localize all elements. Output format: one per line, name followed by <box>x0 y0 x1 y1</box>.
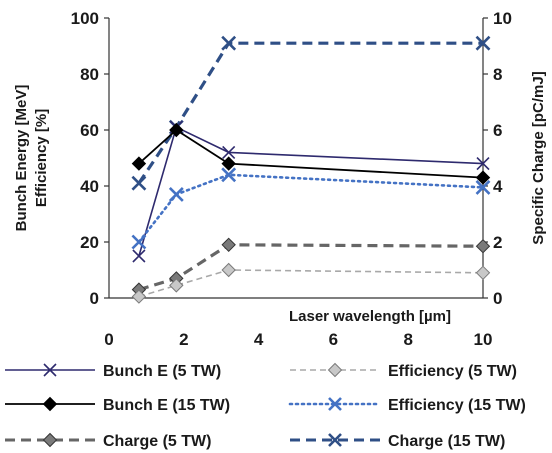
legend-label: Efficiency (15 TW) <box>388 397 526 414</box>
series-4 <box>131 167 491 250</box>
series-6 <box>131 35 491 191</box>
legend-marker <box>42 396 58 412</box>
y-tick-label: 100 <box>71 9 99 28</box>
series-5 <box>131 237 491 297</box>
series-3 <box>131 122 491 185</box>
y2-tick-label: 0 <box>493 289 502 308</box>
data-point <box>221 262 236 278</box>
legend-label: Bunch E (5 TW) <box>103 363 221 380</box>
y2-tick-label: 4 <box>493 177 503 196</box>
legend-item: Charge (15 TW) <box>290 433 505 450</box>
data-point <box>221 167 237 183</box>
data-point <box>221 237 236 253</box>
legend-marker <box>42 432 58 448</box>
y2-tick-label: 2 <box>493 233 502 252</box>
y2-axis-label: Specific Charge [pC/mJ] <box>530 71 547 244</box>
y2-tick-label: 10 <box>493 9 512 28</box>
y-axis-label-line2: Efficiency [%] <box>33 109 50 207</box>
x-axis-label: Laser wavelength [µm] <box>289 308 451 325</box>
x-tick-label: 2 <box>179 330 188 349</box>
data-point <box>131 156 147 171</box>
data-point <box>131 289 147 304</box>
legend-item: Efficiency (5 TW) <box>290 362 517 380</box>
series-2 <box>131 262 491 304</box>
series-line <box>138 269 484 298</box>
legend-marker <box>328 397 342 411</box>
x-tick-label: 8 <box>403 330 412 349</box>
y-axis-label-line1: Bunch Energy [MeV] <box>13 85 30 232</box>
legend-item: Bunch E (5 TW) <box>5 363 221 380</box>
legend-label: Charge (15 TW) <box>388 433 505 450</box>
data-point <box>221 156 236 171</box>
series-line <box>138 243 484 292</box>
legend-label: Charge (5 TW) <box>103 433 211 450</box>
data-point <box>168 186 184 202</box>
series-line <box>137 173 485 244</box>
y-tick-label: 20 <box>80 233 99 252</box>
legend-marker <box>327 362 343 378</box>
legend-item: Bunch E (15 TW) <box>5 396 230 414</box>
data-point <box>475 35 491 51</box>
data-point <box>169 122 184 138</box>
legend-item: Charge (5 TW) <box>5 432 211 450</box>
data-point <box>475 265 491 281</box>
y-tick-label: 0 <box>90 289 99 308</box>
y-tick-label: 60 <box>80 121 99 140</box>
legend-label: Efficiency (5 TW) <box>388 363 517 380</box>
data-point <box>221 35 237 51</box>
series-1 <box>132 120 490 263</box>
data-point <box>475 170 491 185</box>
x-tick-label: 0 <box>104 330 113 349</box>
y-tick-label: 40 <box>80 177 99 196</box>
series-layer <box>131 35 491 304</box>
y2-tick-label: 8 <box>493 65 502 84</box>
series-line <box>138 126 484 257</box>
legend-item: Efficiency (15 TW) <box>288 397 526 414</box>
legend-marker <box>328 433 342 447</box>
series-line <box>137 41 483 185</box>
data-point <box>131 234 147 250</box>
data-point <box>476 157 490 171</box>
axis-labels: Laser wavelength [µm] Bunch Energy [MeV]… <box>13 71 547 325</box>
x-tick-label: 4 <box>254 330 264 349</box>
legend-marker <box>43 363 57 377</box>
data-point <box>475 238 491 254</box>
series-line <box>138 129 484 179</box>
data-point <box>132 249 146 263</box>
legend: Bunch E (5 TW) Efficiency (5 TW) Bunch E (… <box>5 362 526 450</box>
data-point <box>475 179 491 195</box>
data-point <box>169 278 184 293</box>
legend-label: Bunch E (15 TW) <box>103 397 230 414</box>
data-point <box>222 145 236 159</box>
x-tick-label: 10 <box>474 330 493 349</box>
y2-tick-label: 6 <box>493 121 502 140</box>
x-tick-label: 6 <box>329 330 338 349</box>
y-tick-label: 80 <box>80 65 99 84</box>
data-point <box>131 175 147 191</box>
